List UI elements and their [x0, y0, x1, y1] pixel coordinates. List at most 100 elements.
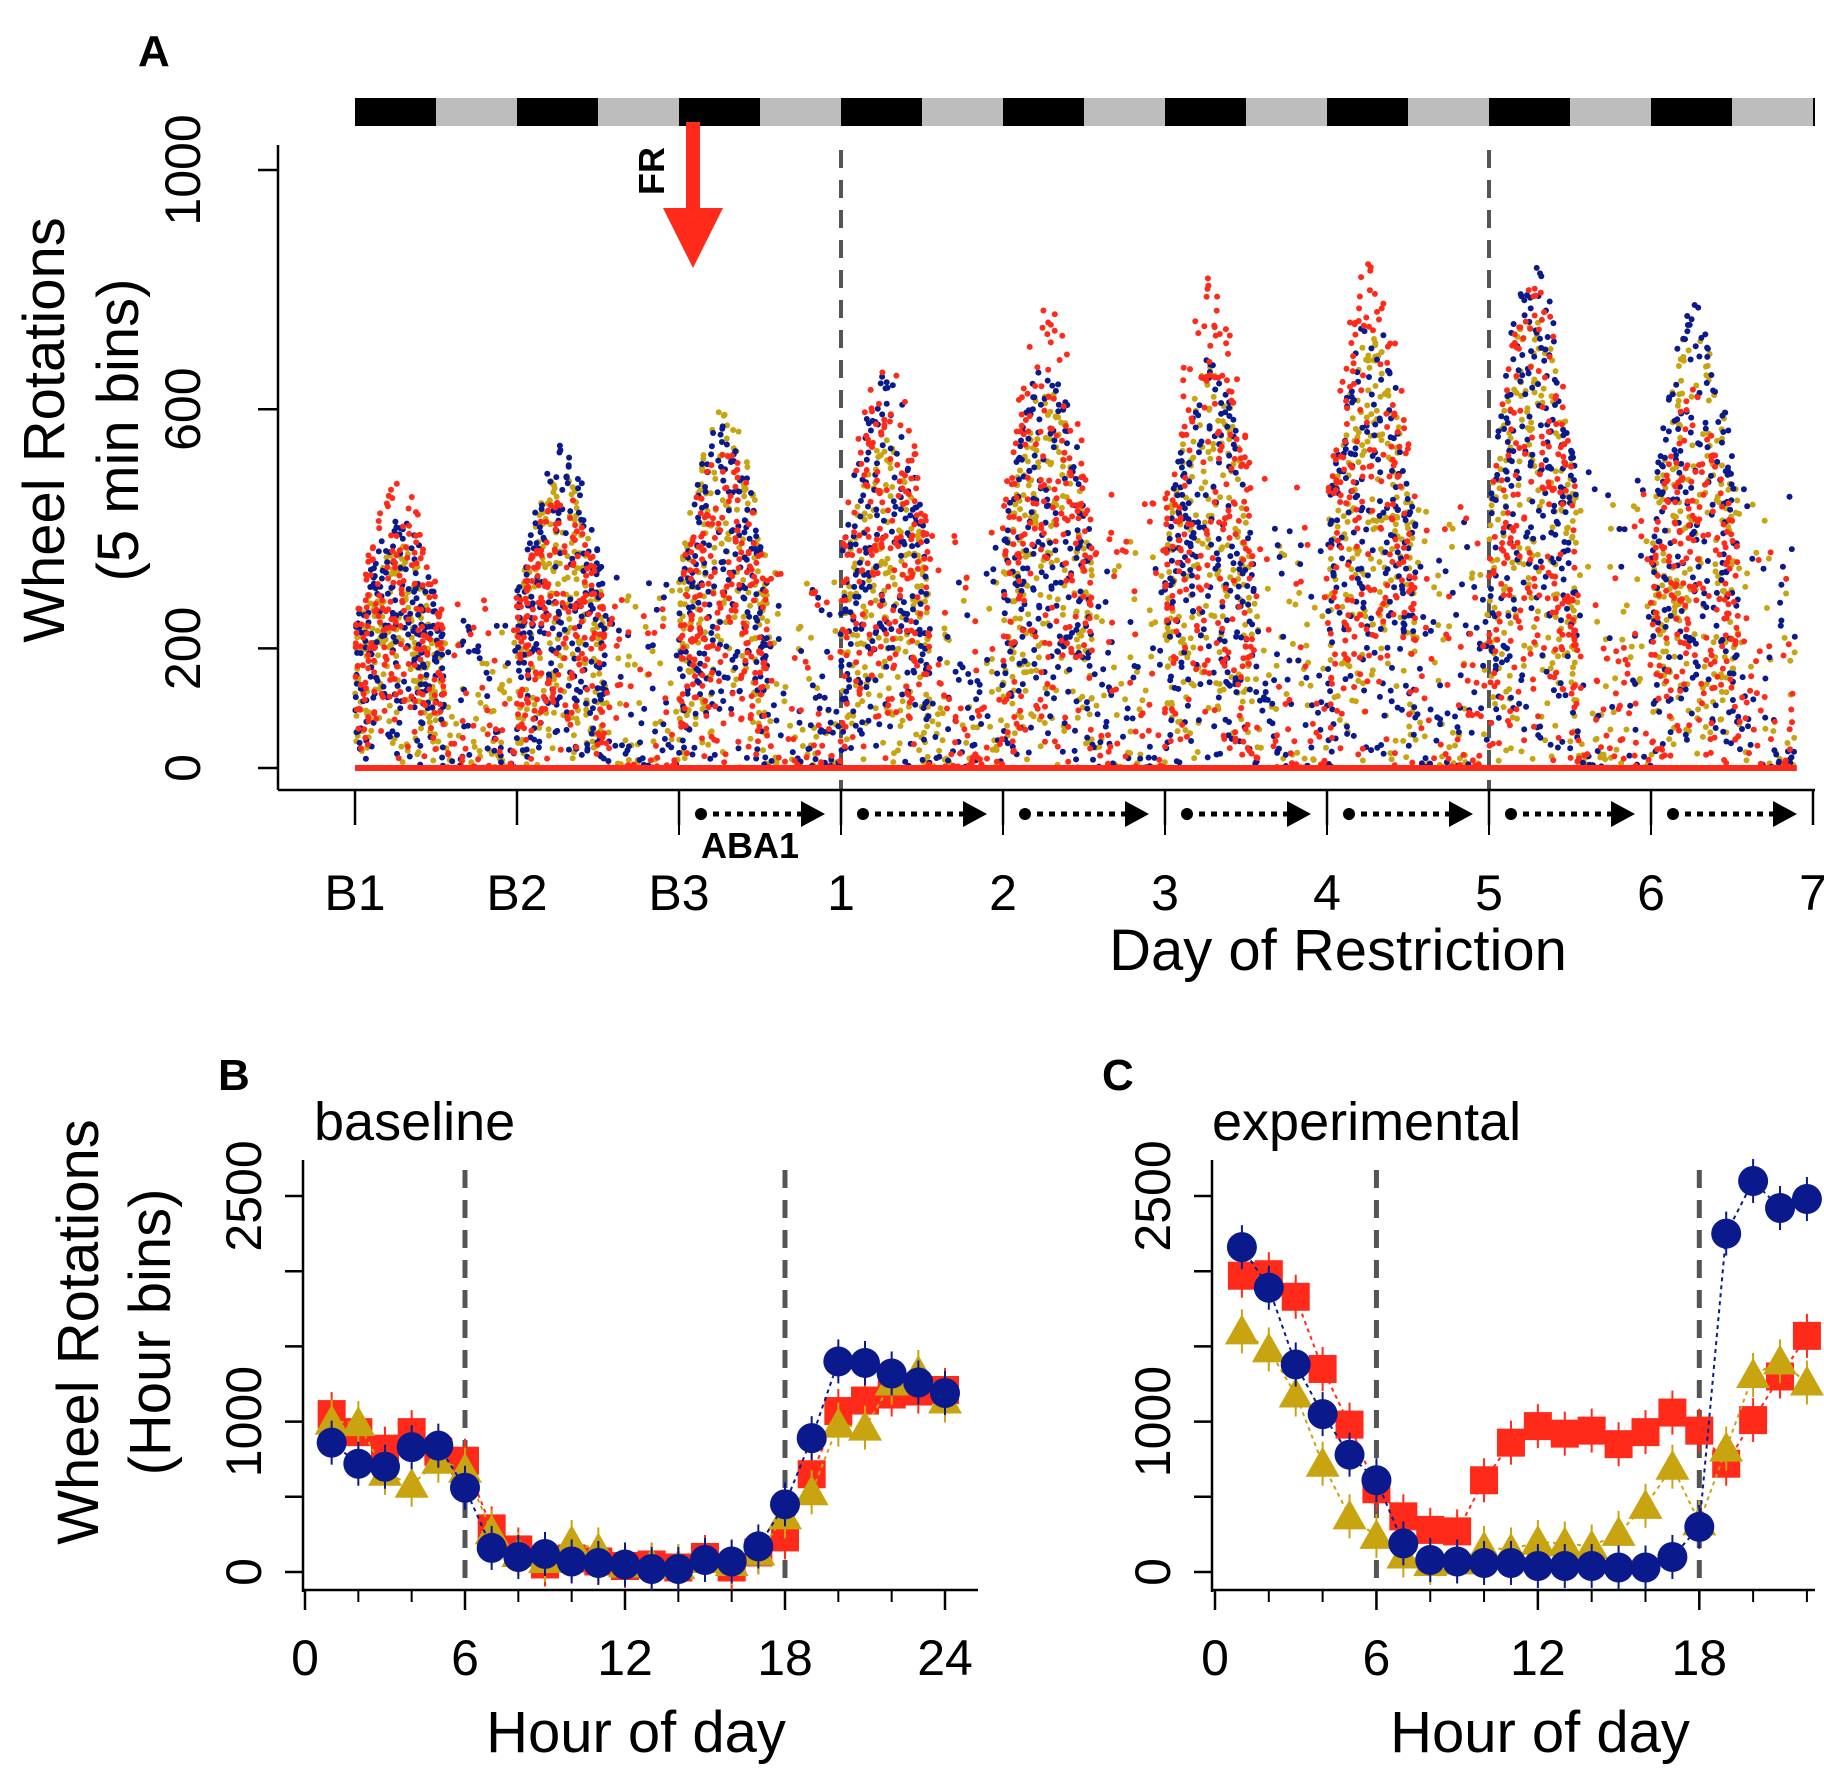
data-point: [1510, 356, 1517, 363]
data-point: [1700, 431, 1707, 438]
data-point: [1397, 645, 1404, 652]
data-point: [908, 525, 915, 532]
data-point: [459, 734, 466, 741]
data-point: [467, 631, 474, 638]
data-point: [787, 722, 794, 729]
data-point: [1364, 572, 1371, 579]
data-point: [1739, 674, 1746, 681]
data-point: [1506, 672, 1513, 679]
data-point: [1400, 737, 1407, 744]
data-point: [375, 652, 382, 659]
series-red-points: [352, 261, 1796, 771]
data-point: [1515, 367, 1522, 374]
data-point: [1361, 687, 1368, 694]
data-point: [1623, 726, 1630, 733]
data-point: [1503, 503, 1509, 510]
data-point: [1471, 689, 1478, 696]
data-point: [531, 701, 538, 708]
data-point: [1349, 415, 1356, 422]
data-point: [1217, 687, 1223, 694]
data-point: [1688, 484, 1695, 491]
data-point: [1366, 364, 1373, 371]
data-point: [1210, 483, 1217, 490]
data-point: [1284, 676, 1291, 683]
data-point: [1378, 437, 1385, 444]
data-point: [532, 520, 539, 527]
data-point: [856, 559, 863, 566]
data-point: [1033, 575, 1040, 582]
data-point: [888, 626, 895, 633]
data-point: [475, 691, 482, 698]
data-point: [1033, 674, 1040, 681]
data-point: [795, 625, 802, 632]
data-point: [925, 713, 932, 720]
data-point: [554, 727, 561, 734]
data-point: [945, 726, 952, 733]
data-point: [1219, 613, 1226, 620]
data-point: [408, 494, 415, 500]
data-point: [692, 721, 699, 728]
data-point: [1197, 681, 1204, 688]
data-point: [660, 615, 667, 622]
data-point: [496, 748, 503, 755]
data-point: [405, 631, 412, 638]
data-point: [1749, 555, 1756, 562]
data-point: [660, 721, 667, 728]
data-point: [803, 580, 810, 587]
data-point: [552, 563, 559, 570]
data-point: [550, 699, 557, 706]
data-point: [843, 688, 850, 695]
data-point: [489, 668, 496, 675]
data-point: [663, 709, 670, 716]
data-point: [1031, 452, 1038, 459]
data-point: [1206, 679, 1213, 686]
data-point: [1570, 454, 1576, 461]
data-point: [1610, 709, 1617, 716]
data-point: [657, 660, 664, 667]
data-point: [912, 701, 919, 708]
data-point: [1452, 713, 1458, 720]
data-point: [1674, 553, 1681, 560]
data-point: [718, 688, 725, 695]
data-point: [1728, 470, 1734, 477]
data-point: [1376, 415, 1383, 422]
data-point: [677, 601, 684, 608]
data-point: [1167, 677, 1174, 684]
data-point: [432, 654, 439, 661]
data-point: [484, 707, 491, 714]
data-point: [1233, 550, 1240, 557]
data-point: [1183, 597, 1190, 604]
data-point: [440, 683, 447, 690]
data-point: [1196, 402, 1203, 409]
data-point: [1271, 677, 1278, 684]
data-point: [357, 706, 363, 713]
data-point: [1177, 449, 1184, 456]
data-point: [398, 743, 405, 750]
data-point: [838, 657, 845, 664]
data-point: [367, 600, 374, 607]
data-point: [1083, 740, 1090, 747]
data-point: [1340, 513, 1347, 520]
data-point: [889, 484, 896, 490]
data-point: [976, 689, 983, 696]
data-point: [1569, 670, 1576, 677]
data-point: [683, 712, 690, 719]
data-point: [1715, 419, 1722, 425]
data-point: [1670, 513, 1677, 520]
data-point: [1564, 653, 1571, 660]
data-point: [744, 464, 751, 470]
data-point: [1390, 435, 1397, 442]
data-point: [861, 516, 868, 523]
data-point: [354, 649, 361, 656]
data-point: [710, 430, 717, 436]
data-point: [1673, 381, 1680, 388]
data-point: [1771, 747, 1778, 754]
data-point: [780, 690, 787, 697]
data-point: [454, 601, 461, 608]
data-point: [393, 552, 400, 559]
data-point: [599, 580, 606, 587]
data-point: [852, 541, 859, 548]
data-point: [1253, 689, 1260, 695]
data-point: [887, 723, 894, 730]
data-point: [422, 588, 429, 595]
